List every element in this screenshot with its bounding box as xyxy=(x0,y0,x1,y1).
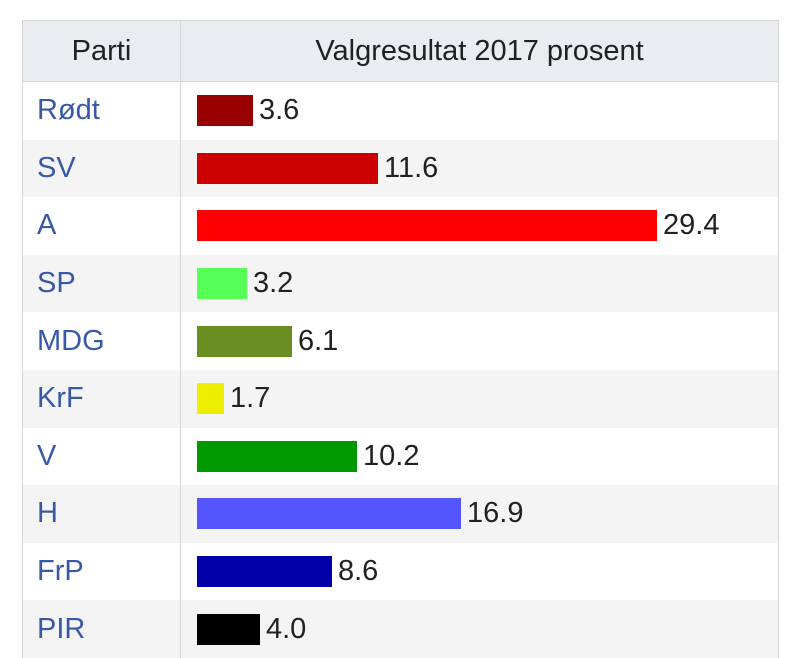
bar-wrap: 3.2 xyxy=(181,267,778,300)
result-column-header[interactable]: Valgresultat 2017 prosent xyxy=(180,20,779,82)
party-link[interactable]: MDG xyxy=(37,324,105,357)
party-cell: A xyxy=(22,197,181,255)
result-cell: 16.9 xyxy=(180,485,779,543)
party-cell: V xyxy=(22,427,181,486)
bar-value-label: 3.6 xyxy=(259,94,300,127)
result-cell: 10.2 xyxy=(180,427,779,486)
bar-value-label: 3.2 xyxy=(253,267,294,300)
result-bar xyxy=(197,383,224,415)
bar-wrap: 4.0 xyxy=(181,613,778,646)
table-row: SP 3.2 xyxy=(22,254,779,313)
party-cell: SV xyxy=(22,139,181,198)
result-bar xyxy=(197,210,657,242)
result-cell: 4.0 xyxy=(180,600,779,658)
result-cell: 3.2 xyxy=(180,254,779,313)
bar-value-label: 6.1 xyxy=(298,324,339,357)
result-bar xyxy=(197,325,292,357)
result-bar xyxy=(197,556,332,588)
bar-wrap: 11.6 xyxy=(181,152,778,185)
party-link[interactable]: FrP xyxy=(37,555,84,588)
party-link[interactable]: PIR xyxy=(37,612,86,645)
result-cell: 8.6 xyxy=(180,542,779,601)
table-row: Rødt 3.6 xyxy=(22,81,779,140)
bar-value-label: 16.9 xyxy=(467,497,524,530)
party-cell: PIR xyxy=(22,600,181,658)
result-bar xyxy=(197,152,378,184)
result-bar xyxy=(197,95,253,127)
bar-value-label: 11.6 xyxy=(384,151,439,184)
party-link[interactable]: SV xyxy=(37,151,76,184)
bar-wrap: 8.6 xyxy=(181,555,778,588)
result-bar xyxy=(197,268,247,300)
party-column-header[interactable]: Parti xyxy=(22,20,181,82)
table-row: A 29.4 xyxy=(22,197,779,255)
party-link[interactable]: H xyxy=(37,497,58,530)
result-cell: 1.7 xyxy=(180,369,779,428)
result-bar xyxy=(197,440,357,472)
table-row: MDG 6.1 xyxy=(22,312,779,370)
result-bar xyxy=(197,498,461,530)
party-link[interactable]: A xyxy=(37,209,57,242)
table-row: FrP 8.6 xyxy=(22,542,779,601)
bar-wrap: 1.7 xyxy=(181,382,778,415)
results-table: Parti Valgresultat 2017 prosent Rødt 3.6 S… xyxy=(22,20,779,658)
party-link[interactable]: SP xyxy=(37,267,76,300)
party-cell: FrP xyxy=(22,542,181,601)
table-row: KrF 1.7 xyxy=(22,369,779,428)
table-row: SV 11.6 xyxy=(22,139,779,198)
bar-value-label: 1.7 xyxy=(230,382,271,415)
party-cell: H xyxy=(22,485,181,543)
bar-wrap: 10.2 xyxy=(181,440,778,473)
bar-wrap: 29.4 xyxy=(181,209,778,242)
party-cell: Rødt xyxy=(22,81,181,140)
table-row: PIR 4.0 xyxy=(22,600,779,658)
result-cell: 3.6 xyxy=(180,81,779,140)
bar-wrap: 16.9 xyxy=(181,497,778,530)
table-row: H 16.9 xyxy=(22,485,779,543)
table-row: V 10.2 xyxy=(22,427,779,486)
bar-wrap: 3.6 xyxy=(181,94,778,127)
bar-value-label: 29.4 xyxy=(663,209,720,242)
party-cell: KrF xyxy=(22,369,181,428)
bar-wrap: 6.1 xyxy=(181,325,778,358)
party-cell: MDG xyxy=(22,312,181,370)
party-link[interactable]: KrF xyxy=(37,382,84,415)
result-bar xyxy=(197,613,260,645)
party-link[interactable]: V xyxy=(37,439,57,472)
results-body: Rødt 3.6 SV 11.6 A 29.4 SP 3.2 MDG 6.1 KrF 1.7 V 10.2… xyxy=(22,81,779,658)
bar-value-label: 4.0 xyxy=(266,612,307,645)
bar-value-label: 10.2 xyxy=(363,439,420,472)
party-cell: SP xyxy=(22,254,181,313)
result-cell: 6.1 xyxy=(180,312,779,370)
party-link[interactable]: Rødt xyxy=(37,94,100,127)
result-cell: 11.6 xyxy=(180,139,779,198)
header-row: Parti Valgresultat 2017 prosent xyxy=(22,20,779,82)
bar-value-label: 8.6 xyxy=(338,555,379,588)
result-cell: 29.4 xyxy=(180,197,779,255)
